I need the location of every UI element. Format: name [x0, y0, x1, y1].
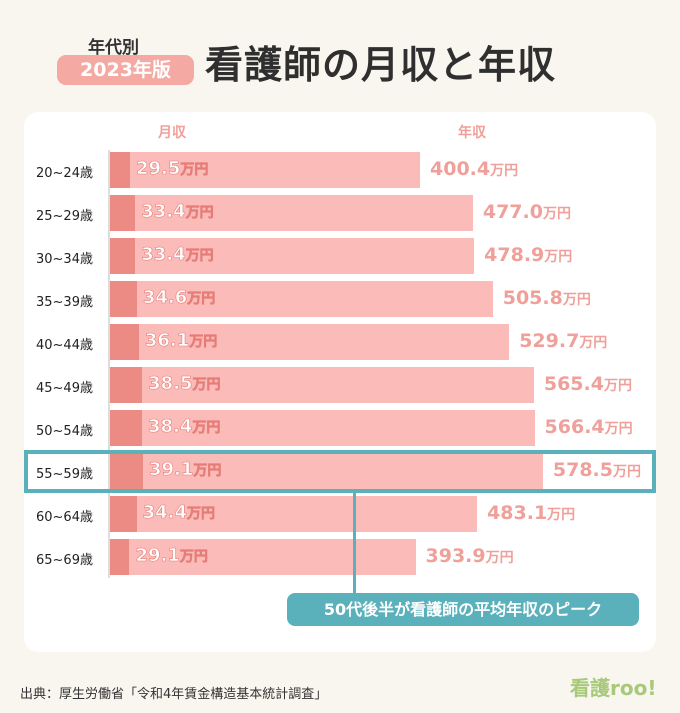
annual-bar	[110, 539, 416, 575]
annual-value: 400.4万円	[430, 158, 519, 180]
age-label: 45~49歳	[36, 381, 93, 396]
age-label: 60~64歳	[36, 510, 93, 525]
chart-row: 20~24歳 29.5万円 400.4万円	[0, 152, 680, 188]
monthly-value: 34.4万円	[142, 502, 216, 524]
annual-value: 478.9万円	[484, 244, 573, 266]
chart-row: 45~49歳 38.5万円 565.4万円	[0, 367, 680, 403]
monthly-value: 33.4万円	[141, 244, 214, 266]
year-badge: 2023年版	[57, 55, 194, 85]
annual-bar	[110, 496, 478, 532]
monthly-bar	[110, 281, 137, 317]
page-title: 看護師の月収と年収	[205, 43, 557, 87]
chart-row: 65~69歳 29.1万円 393.9万円	[0, 539, 680, 575]
monthly-bar	[110, 453, 143, 489]
age-label: 35~39歳	[36, 295, 93, 310]
monthly-bar	[110, 367, 143, 403]
monthly-value: 36.1万円	[144, 330, 218, 352]
annual-value: 565.4万円	[543, 373, 632, 395]
annual-bar	[110, 238, 475, 274]
annual-value: 529.7万円	[519, 330, 608, 352]
annual-value: 393.9万円	[425, 545, 514, 567]
monthly-value: 29.5万円	[135, 158, 209, 180]
annual-bar	[110, 367, 534, 403]
chart-row: 30~34歳 33.4万円 478.9万円	[0, 238, 680, 274]
logo: 看護roo!	[570, 676, 657, 700]
annotation-callout: 50代後半が看護師の平均年収のピーク	[287, 593, 639, 626]
monthly-bar	[110, 195, 136, 231]
annual-value: 505.8万円	[502, 287, 591, 309]
axis-line	[108, 150, 110, 578]
monthly-value: 33.4万円	[141, 201, 214, 223]
annual-bar	[110, 281, 493, 317]
annual-bar	[110, 195, 473, 231]
column-header-annual: 年収	[458, 125, 486, 141]
annual-bar	[110, 410, 535, 446]
annual-value: 566.4万円	[544, 416, 633, 438]
age-label: 50~54歳	[36, 424, 93, 439]
age-label: 55~59歳	[36, 467, 93, 482]
monthly-bar	[110, 539, 130, 575]
highlight-box	[24, 450, 656, 493]
monthly-value: 38.4万円	[147, 416, 221, 438]
callout-connector	[353, 493, 356, 593]
column-header-monthly: 月収	[158, 125, 186, 141]
age-label: 30~34歳	[36, 252, 93, 267]
chart-row: 40~44歳 36.1万円 529.7万円	[0, 324, 680, 360]
monthly-bar	[110, 324, 139, 360]
monthly-value: 39.1万円	[148, 459, 222, 481]
annual-value: 477.0万円	[482, 201, 571, 223]
source-note: 出典：厚生労働省「令和4年賃金構造基本統計調査」	[20, 687, 328, 702]
age-label: 40~44歳	[36, 338, 93, 353]
monthly-bar	[110, 152, 130, 188]
annual-bar	[110, 453, 543, 489]
monthly-bar	[110, 410, 142, 446]
age-label: 65~69歳	[36, 553, 93, 568]
chart-row: 25~29歳 33.4万円 477.0万円	[0, 195, 680, 231]
monthly-value: 29.1万円	[135, 545, 208, 567]
annual-bar	[110, 152, 420, 188]
annual-value: 578.5万円	[552, 459, 641, 481]
chart-row: 55~59歳 39.1万円 578.5万円	[0, 453, 680, 489]
monthly-value: 34.6万円	[142, 287, 216, 309]
age-label: 20~24歳	[36, 166, 93, 181]
monthly-value: 38.5万円	[148, 373, 221, 395]
age-label: 25~29歳	[36, 209, 93, 224]
chart-row: 50~54歳 38.4万円 566.4万円	[0, 410, 680, 446]
chart-row: 35~39歳 34.6万円 505.8万円	[0, 281, 680, 317]
monthly-bar	[110, 238, 136, 274]
annual-value: 483.1万円	[487, 502, 576, 524]
monthly-bar	[110, 496, 137, 532]
chart-row: 60~64歳 34.4万円 483.1万円	[0, 496, 680, 532]
annual-bar	[110, 324, 510, 360]
subtitle: 年代別	[88, 38, 139, 58]
